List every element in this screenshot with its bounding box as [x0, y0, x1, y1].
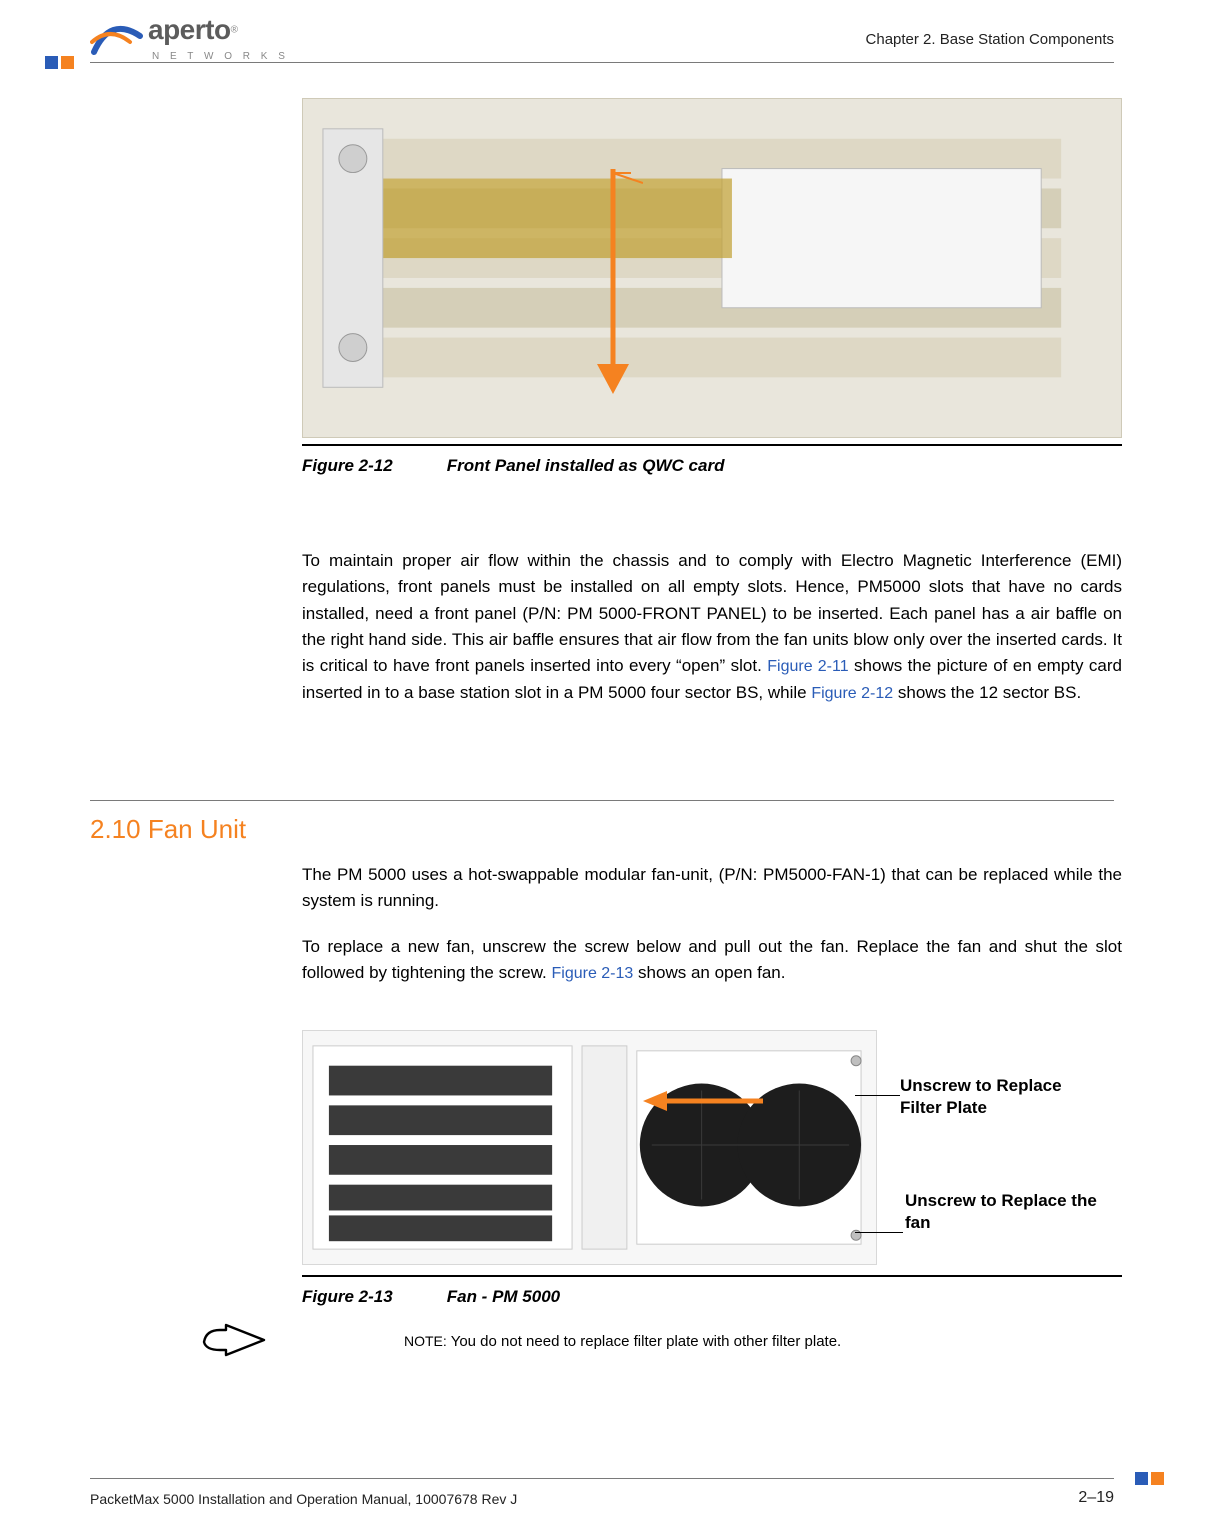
footer-left-text: PacketMax 5000 Installation and Operatio…: [90, 1491, 517, 1507]
square-blue-icon: [45, 56, 58, 69]
logo-swoosh-icon: [90, 22, 144, 56]
section-rule: [90, 800, 1114, 801]
figure-2-13-caption: Figure 2-13 Fan - PM 5000: [302, 1287, 1122, 1307]
figure-2-12-number: Figure 2-12: [302, 456, 442, 476]
page-header: aperto® N E T W O R K S Chapter 2. Base …: [90, 20, 1114, 58]
note-text: NOTE: You do not need to replace filter …: [404, 1333, 841, 1350]
logo-text: aperto: [148, 14, 231, 45]
link-figure-2-12[interactable]: Figure 2-12: [811, 685, 893, 702]
footer-ornament-squares: [1135, 1472, 1164, 1485]
callout-fan: Unscrew to Replace the fan: [905, 1190, 1105, 1234]
callout-line-fan: [855, 1232, 903, 1233]
footer-page-number: 2–19: [1078, 1489, 1114, 1507]
footer-rule: [90, 1478, 1114, 1479]
paragraph-fan-1: The PM 5000 uses a hot-swappable modular…: [302, 862, 1122, 915]
filter-plate-arrow-icon: [643, 1086, 783, 1116]
pointing-hand-icon: [200, 1320, 270, 1362]
note-row: NOTE: You do not need to replace filter …: [200, 1320, 1114, 1362]
logo-subtext: N E T W O R K S: [152, 51, 289, 62]
figure-2-13-rule: [302, 1275, 1122, 1277]
para-fan-1-text: The PM 5000 uses a hot-swappable modular…: [302, 862, 1122, 915]
paragraph-airflow: To maintain proper air flow within the c…: [302, 548, 1122, 707]
figure-2-12-photo-placeholder-icon: [303, 99, 1121, 437]
square-blue-icon: [1135, 1472, 1148, 1485]
figure-2-13-number: Figure 2-13: [302, 1287, 442, 1307]
figure-2-12-title: Front Panel installed as QWC card: [447, 456, 725, 475]
figure-2-13-image: [302, 1030, 877, 1265]
figure-2-13: Figure 2-13 Fan - PM 5000: [302, 1030, 1122, 1307]
paragraph-fan-2: To replace a new fan, unscrew the screw …: [302, 934, 1122, 987]
figure-2-12: Figure 2-12 Front Panel installed as QWC…: [302, 98, 1122, 476]
note-body: You do not need to replace filter plate …: [451, 1333, 842, 1350]
callout-filter-plate: Unscrew to Replace Filter Plate: [900, 1075, 1100, 1119]
registered-mark-icon: ®: [231, 25, 238, 36]
para-airflow-c: shows the 12 sector BS.: [893, 683, 1081, 702]
header-ornament-squares: [45, 56, 74, 69]
header-rule: [90, 62, 1114, 63]
figure-2-13-title: Fan - PM 5000: [447, 1287, 560, 1306]
section-title: 2.10 Fan Unit: [90, 814, 246, 845]
square-orange-icon: [61, 56, 74, 69]
figure-2-12-rule: [302, 444, 1122, 446]
insertion-arrow-icon: [583, 169, 643, 399]
square-orange-icon: [1151, 1472, 1164, 1485]
chapter-label: Chapter 2. Base Station Components: [866, 31, 1114, 48]
link-figure-2-11[interactable]: Figure 2-11: [767, 658, 848, 675]
note-label: NOTE:: [404, 1333, 447, 1349]
figure-2-13-photo-placeholder-icon: [303, 1031, 876, 1264]
callout-line-filter-plate: [855, 1095, 900, 1096]
link-figure-2-13[interactable]: Figure 2-13: [551, 965, 633, 982]
figure-2-12-caption: Figure 2-12 Front Panel installed as QWC…: [302, 456, 1122, 476]
logo: aperto® N E T W O R K S: [90, 14, 289, 64]
figure-2-12-image: [302, 98, 1122, 438]
para-fan-2-b: shows an open fan.: [633, 963, 785, 982]
